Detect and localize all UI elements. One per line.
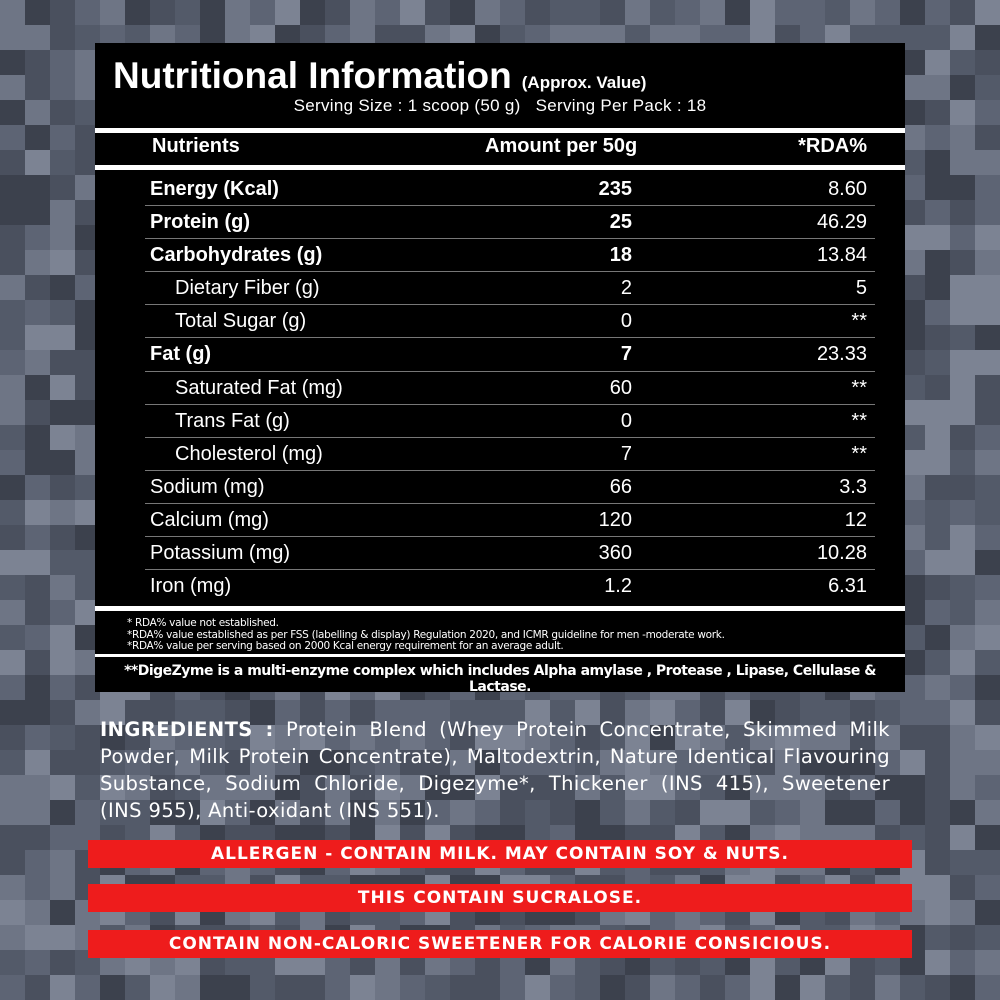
nutrient-rda: 5 xyxy=(855,277,867,300)
panel-title: Nutritional Information (Approx. Value) xyxy=(113,55,646,97)
table-row: Saturated Fat (mg) 60 ** xyxy=(145,372,875,405)
nutrient-amount: 1.2 xyxy=(604,575,632,598)
nutrient-rda: ** xyxy=(851,442,867,465)
divider xyxy=(95,654,905,657)
nutrient-name: Potassium (mg) xyxy=(150,542,291,565)
table-header: Nutrients Amount per 50g *RDA% xyxy=(95,135,905,165)
nutrient-name: Trans Fat (g) xyxy=(175,409,290,432)
nutrient-name: Saturated Fat (mg) xyxy=(175,376,343,399)
divider xyxy=(95,606,905,611)
nutrient-name: Total Sugar (g) xyxy=(175,310,307,333)
divider xyxy=(95,128,905,133)
footnote: *RDA% value established as per FSS (labe… xyxy=(127,628,725,641)
nutrient-name: Iron (mg) xyxy=(150,575,232,598)
ingredients-text: Protein Blend (Whey Protein Concentrate,… xyxy=(100,718,890,822)
table-row: Dietary Fiber (g) 2 5 xyxy=(145,272,875,306)
nutrient-rda: 3.3 xyxy=(839,475,867,498)
table-row: Cholesterol (mg) 7 ** xyxy=(145,438,875,471)
nutrient-amount: 7 xyxy=(620,343,632,366)
nutrient-amount: 2 xyxy=(620,277,632,300)
nutrient-amount: 66 xyxy=(609,475,632,498)
nutrient-amount: 7 xyxy=(620,442,632,465)
table-row: Protein (g) 25 46.29 xyxy=(145,206,875,240)
sweetener-warning: CONTAIN NON-CALORIC SWEETENER FOR CALORI… xyxy=(88,930,912,958)
nutrient-rda: 6.31 xyxy=(828,575,867,598)
nutrient-name: Sodium (mg) xyxy=(150,475,265,498)
nutrient-amount: 18 xyxy=(609,244,632,267)
nutrient-amount: 235 xyxy=(598,178,632,200)
nutrient-rda: ** xyxy=(851,409,867,432)
footnote: *RDA% value per serving based on 2000 Kc… xyxy=(127,640,564,652)
divider xyxy=(95,165,905,170)
table-row: Iron (mg) 1.2 6.31 xyxy=(145,570,875,603)
digezyme-note: **DigeZyme is a multi-enzyme complex whi… xyxy=(124,663,876,695)
nutrient-amount: 360 xyxy=(598,542,632,565)
nutrition-panel: Nutritional Information (Approx. Value) S… xyxy=(95,43,905,695)
table-row: Carbohydrates (g) 18 13.84 xyxy=(145,239,875,273)
table-row: Sodium (mg) 66 3.3 xyxy=(145,471,875,504)
header-nutrients: Nutrients xyxy=(152,135,240,157)
nutrient-table: Energy (Kcal) 235 8.60 Protein (g) 25 46.29 Ca… xyxy=(145,173,875,603)
nutrient-name: Fat (g) xyxy=(150,343,212,366)
nutrient-amount: 0 xyxy=(620,409,632,432)
nutrient-name: Protein (g) xyxy=(150,211,250,234)
nutrient-amount: 120 xyxy=(598,508,632,531)
nutrient-rda: 12 xyxy=(844,508,867,531)
nutrient-rda: ** xyxy=(851,310,867,333)
serving-info: Serving Size : 1 scoop (50 g) Serving Pe… xyxy=(293,96,707,115)
nutrient-rda: 23.33 xyxy=(816,343,867,366)
nutrient-amount: 0 xyxy=(620,310,632,333)
ingredients-label: INGREDIENTS : xyxy=(100,718,274,741)
table-row: Energy (Kcal) 235 8.60 xyxy=(145,173,875,207)
title-text: Nutritional Information xyxy=(113,55,512,96)
nutrient-amount: 25 xyxy=(609,211,632,234)
title-note: (Approx. Value) xyxy=(521,73,647,92)
footnote: * RDA% value not established. xyxy=(127,617,279,629)
header-amount: Amount per 50g xyxy=(485,135,638,157)
nutrient-amount: 60 xyxy=(609,376,632,399)
nutrient-rda: 10.28 xyxy=(816,542,867,565)
nutrient-rda: 13.84 xyxy=(816,244,867,267)
nutrient-name: Dietary Fiber (g) xyxy=(175,277,320,300)
nutrient-rda: 8.60 xyxy=(828,178,867,200)
table-row: Total Sugar (g) 0 ** xyxy=(145,305,875,339)
table-row: Fat (g) 7 23.33 xyxy=(145,338,875,372)
nutrient-rda: ** xyxy=(851,376,867,399)
nutrient-rda: 46.29 xyxy=(816,211,867,234)
table-row: Potassium (mg) 360 10.28 xyxy=(145,537,875,571)
header-rda: *RDA% xyxy=(798,135,867,157)
nutrient-name: Energy (Kcal) xyxy=(150,178,279,200)
sucralose-warning: THIS CONTAIN SUCRALOSE. xyxy=(88,884,912,912)
nutrient-name: Cholesterol (mg) xyxy=(175,442,323,465)
nutrient-name: Calcium (mg) xyxy=(150,508,269,531)
footnotes: * RDA% value not established. *RDA% valu… xyxy=(127,617,725,653)
ingredients: INGREDIENTS : Protein Blend (Whey Protei… xyxy=(100,716,890,824)
allergen-warning: ALLERGEN - CONTAIN MILK. MAY CONTAIN SOY… xyxy=(88,840,912,868)
nutrient-name: Carbohydrates (g) xyxy=(150,244,323,267)
table-row: Trans Fat (g) 0 ** xyxy=(145,405,875,438)
table-row: Calcium (mg) 120 12 xyxy=(145,504,875,538)
